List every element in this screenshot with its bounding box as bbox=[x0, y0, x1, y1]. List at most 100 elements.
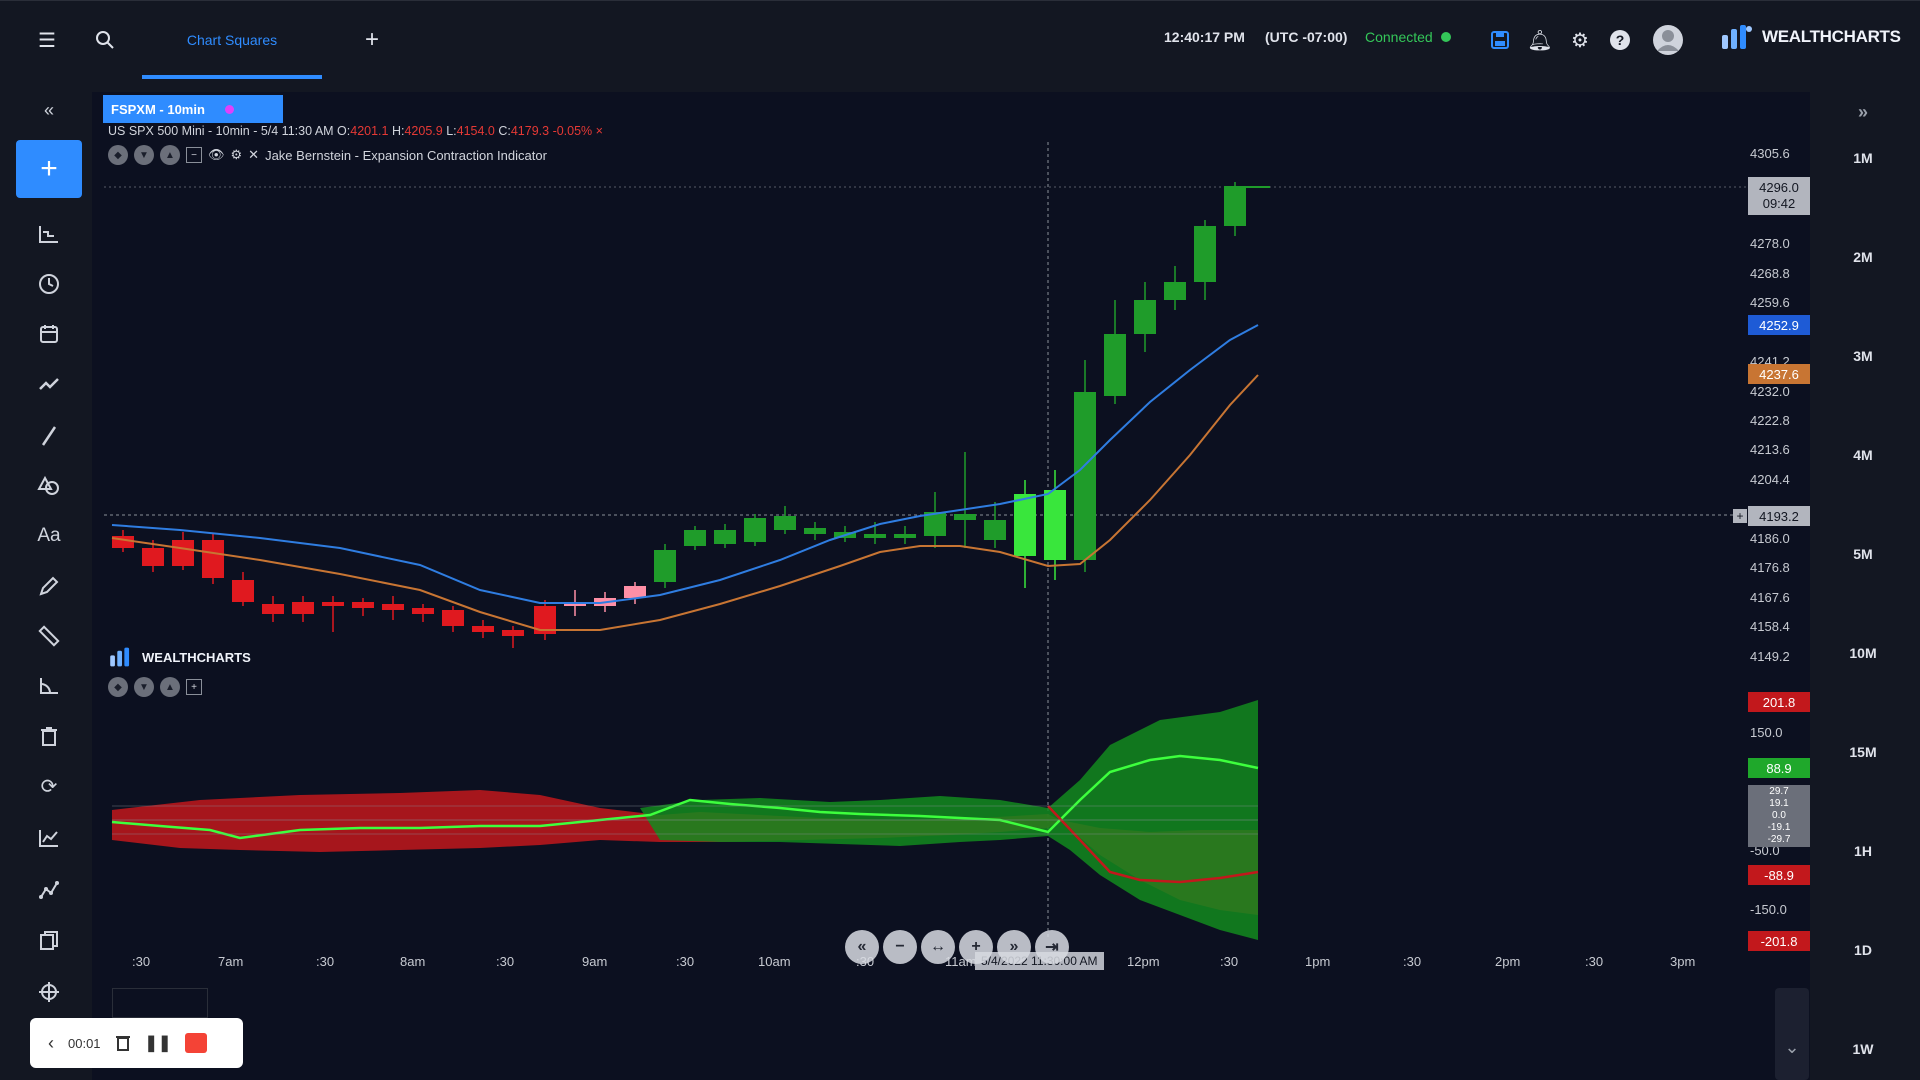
panel-settings-icon[interactable]: ◆ bbox=[108, 677, 128, 697]
crosshair-icon[interactable] bbox=[16, 968, 82, 1016]
collapse-right-icon[interactable]: » bbox=[1857, 102, 1868, 122]
last-price-value: 4296.0 bbox=[1759, 180, 1799, 195]
panel-brand: WEALTHCHARTS bbox=[108, 646, 251, 668]
price-axis-label: 4222.8 bbox=[1750, 413, 1790, 428]
indicator-axis-label: -150.0 bbox=[1750, 902, 1787, 917]
line-icon[interactable] bbox=[16, 412, 82, 460]
time-axis-label: 10am bbox=[758, 954, 791, 969]
timeframe-2m[interactable]: 2M bbox=[1853, 249, 1873, 265]
panel-down-icon[interactable]: ▼ bbox=[134, 677, 154, 697]
menu-icon[interactable]: ☰ bbox=[38, 29, 56, 52]
candle-body bbox=[502, 630, 524, 636]
recorder-trash-icon[interactable] bbox=[115, 1033, 131, 1054]
timeframe-4m[interactable]: 4M bbox=[1853, 447, 1873, 463]
timeframe-10m[interactable]: 10M bbox=[1849, 645, 1877, 661]
timeframe-5m[interactable]: 5M bbox=[1853, 546, 1873, 562]
chart-type-icon[interactable] bbox=[16, 210, 82, 258]
candle-body bbox=[232, 580, 254, 602]
indicator-mid-a: 19.1 bbox=[1769, 798, 1789, 809]
symbol-tab[interactable]: FSPXM - 10min bbox=[103, 95, 283, 123]
bell-icon[interactable]: 🔔︎ bbox=[1527, 29, 1553, 52]
time-axis-label: 1pm bbox=[1305, 954, 1331, 969]
recorder-back-icon[interactable]: ‹ bbox=[48, 1032, 54, 1053]
candle-body bbox=[654, 550, 676, 582]
candle-body bbox=[534, 606, 556, 634]
move-down-icon[interactable]: ▼ bbox=[134, 145, 154, 165]
indicator-red-tag: -88.9 bbox=[1748, 865, 1810, 885]
reset-zoom-button[interactable]: ↔ bbox=[921, 930, 955, 964]
indicator-mid-tags: 29.7 19.1 0.0 -19.1 -29.7 bbox=[1748, 785, 1810, 847]
minimize-icon[interactable]: − bbox=[186, 147, 202, 163]
trend-icon[interactable] bbox=[16, 360, 82, 408]
collapse-left-icon[interactable]: « bbox=[43, 99, 54, 120]
candle-body bbox=[202, 540, 224, 578]
angle-icon[interactable] bbox=[16, 662, 82, 710]
trash-icon[interactable] bbox=[16, 712, 82, 760]
timeframe-1h[interactable]: 1H bbox=[1854, 843, 1872, 859]
ohlc-low: 4154.0 bbox=[456, 124, 495, 138]
panel-expand-icon[interactable]: + bbox=[186, 679, 202, 695]
indicator-settings-icon[interactable]: ⚙ bbox=[230, 147, 243, 162]
compare-icon[interactable] bbox=[16, 814, 82, 862]
ohlc-low-label: L: bbox=[446, 124, 457, 138]
candle-body bbox=[774, 516, 796, 530]
indicator-mid-top: 29.7 bbox=[1769, 786, 1789, 797]
zoom-in-button[interactable]: + bbox=[959, 930, 993, 964]
time-axis-label: 7am bbox=[218, 954, 244, 969]
recorder-elapsed: 00:01 bbox=[68, 1035, 101, 1051]
timeframe-15m[interactable]: 15M bbox=[1849, 744, 1877, 760]
orange-moving-average bbox=[111, 374, 1259, 631]
chart-area[interactable] bbox=[92, 92, 1810, 1080]
pencil-icon[interactable] bbox=[16, 562, 82, 610]
timeframe-1w[interactable]: 1W bbox=[1852, 1041, 1874, 1057]
scroll-right-button[interactable]: » bbox=[997, 930, 1031, 964]
save-icon[interactable] bbox=[1485, 25, 1515, 55]
candle-body bbox=[352, 602, 374, 608]
zoom-out-button[interactable]: − bbox=[883, 930, 917, 964]
avatar[interactable] bbox=[1650, 22, 1686, 58]
ohlc-high: 4205.9 bbox=[404, 124, 443, 138]
last-price-tag: 4296.0 09:42 bbox=[1748, 177, 1810, 215]
remove-symbol-icon[interactable]: × bbox=[595, 124, 603, 138]
timeframe-bar: » 1M 2M 3M 4M 5M 10M 15M 1H 1D 1W bbox=[1826, 92, 1900, 1080]
settings-circle-icon[interactable]: ◆ bbox=[108, 145, 128, 165]
collapse-panel-button[interactable]: ⌄ bbox=[1775, 988, 1809, 1080]
scroll-far-left-button[interactable]: « bbox=[845, 930, 879, 964]
ruler-icon[interactable] bbox=[16, 612, 82, 660]
panel-up-icon[interactable]: ▲ bbox=[160, 677, 180, 697]
add-icon[interactable]: + bbox=[16, 140, 82, 198]
text-icon[interactable]: Aa bbox=[37, 525, 61, 546]
pattern-icon[interactable] bbox=[16, 866, 82, 914]
svg-text:?: ? bbox=[1616, 32, 1625, 48]
price-axis-label: 4186.0 bbox=[1750, 531, 1790, 546]
candlestick-series bbox=[112, 182, 1270, 648]
indicator-top-tag: 201.8 bbox=[1748, 692, 1810, 712]
copy-icon[interactable] bbox=[16, 916, 82, 964]
calendar-icon[interactable] bbox=[16, 310, 82, 358]
ohlc-prefix: US SPX 500 Mini - 10min - 5/4 11:30 AM O… bbox=[108, 124, 351, 138]
recorder-stop-button[interactable] bbox=[185, 1033, 208, 1053]
scroll-to-latest-button[interactable]: ⇥ bbox=[1035, 930, 1069, 964]
tab-chart-squares[interactable]: Chart Squares bbox=[142, 1, 322, 79]
move-up-icon[interactable]: ▲ bbox=[160, 145, 180, 165]
add-tab-icon[interactable]: + bbox=[364, 26, 379, 53]
shapes-icon[interactable] bbox=[16, 462, 82, 510]
gear-icon[interactable]: ⚙ bbox=[1571, 29, 1589, 52]
timeframe-1d[interactable]: 1D bbox=[1854, 942, 1872, 958]
help-icon[interactable]: ? bbox=[1605, 25, 1635, 55]
timeframe-3m[interactable]: 3M bbox=[1853, 348, 1873, 364]
recorder-pause-icon[interactable]: ❚❚ bbox=[144, 1035, 172, 1052]
candle-body bbox=[1044, 490, 1066, 560]
indicator-bottom-tag: -201.8 bbox=[1748, 931, 1810, 951]
candle-body bbox=[1194, 226, 1216, 282]
candle-body bbox=[714, 530, 736, 544]
search-icon[interactable] bbox=[90, 25, 120, 55]
sync-icon[interactable]: ⟳ bbox=[40, 775, 58, 798]
visibility-icon[interactable]: 👁︎ bbox=[208, 147, 225, 162]
timeframe-1m[interactable]: 1M bbox=[1853, 150, 1873, 166]
add-alert-icon[interactable]: + bbox=[1733, 509, 1747, 523]
clock-icon[interactable] bbox=[16, 260, 82, 308]
remove-indicator-icon[interactable]: ✕ bbox=[248, 147, 260, 162]
